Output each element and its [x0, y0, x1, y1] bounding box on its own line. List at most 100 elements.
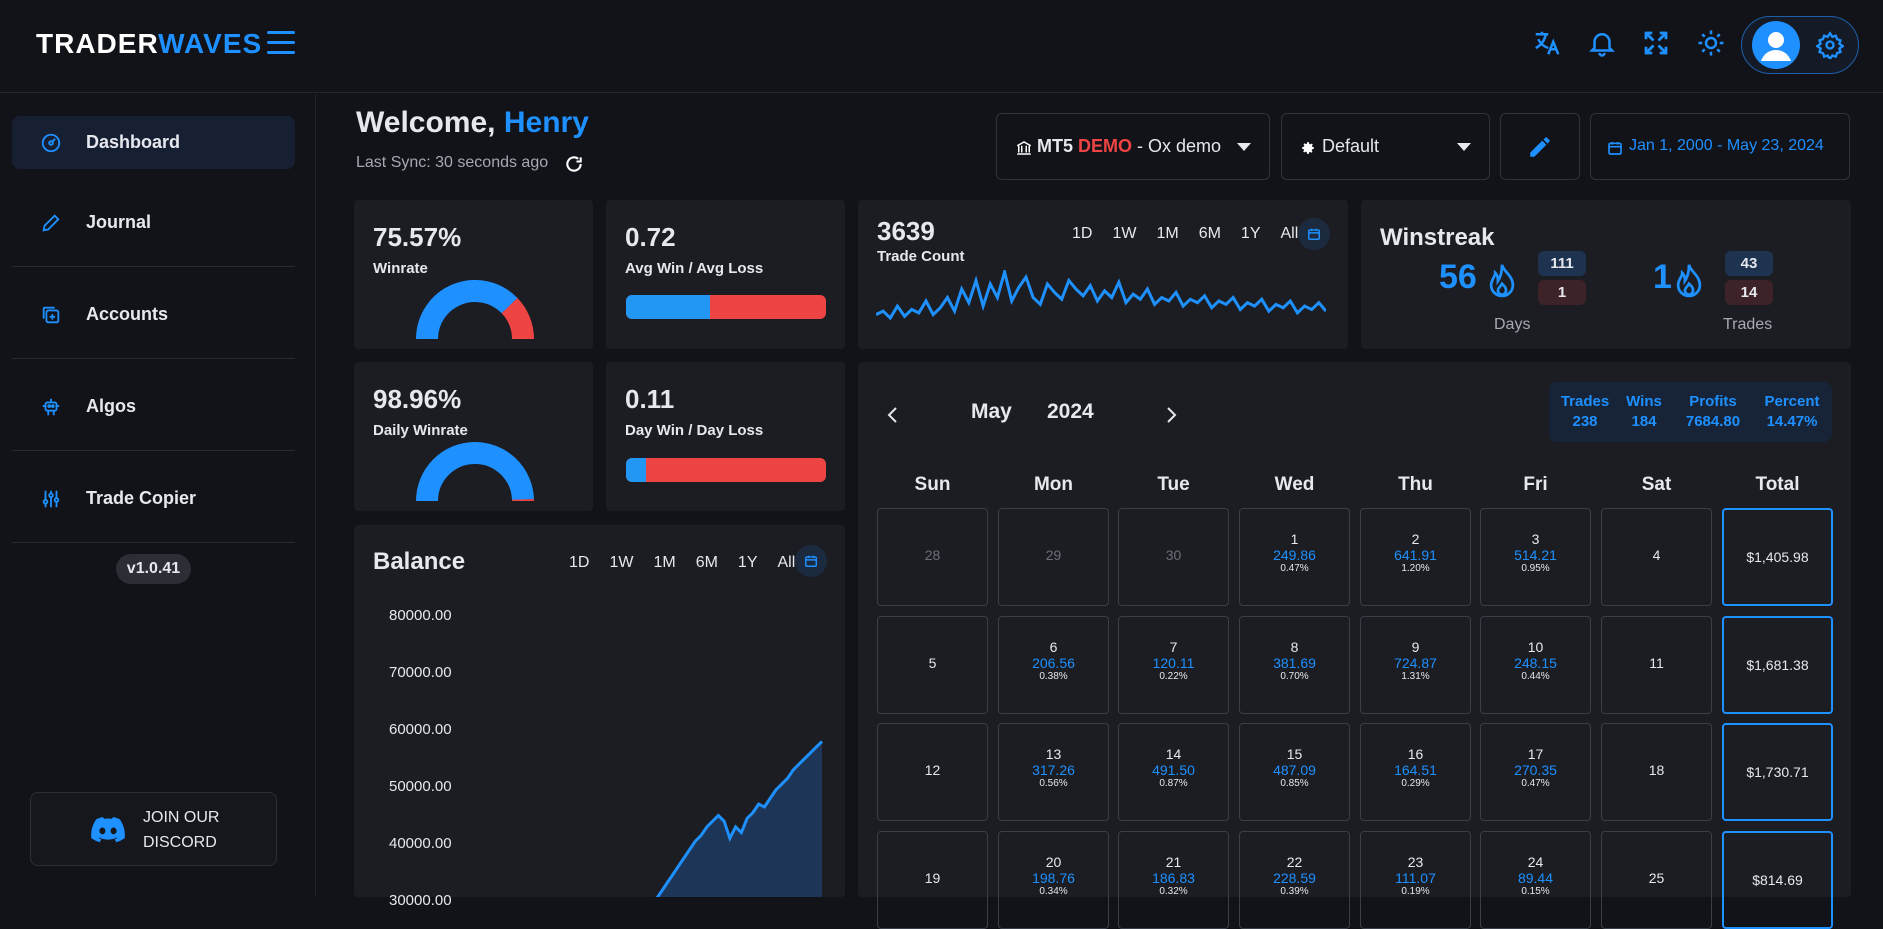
day-number: 8: [1240, 639, 1349, 655]
winstreak-days-value: 56: [1439, 258, 1477, 297]
layout-select[interactable]: Default: [1281, 113, 1490, 180]
day-number: 18: [1602, 762, 1711, 778]
date-range-text: Jan 1, 2000 - May 23, 2024: [1629, 137, 1824, 155]
sun-icon[interactable]: [1696, 28, 1726, 58]
range-1m[interactable]: 1M: [653, 554, 675, 572]
range-1y[interactable]: 1Y: [1241, 225, 1261, 243]
sidebar-item-trade-copier[interactable]: Trade Copier: [12, 472, 295, 525]
week-total[interactable]: $814.69: [1722, 831, 1833, 929]
day-number: 22: [1240, 854, 1349, 870]
range-1d[interactable]: 1D: [569, 554, 589, 572]
range-1m[interactable]: 1M: [1156, 225, 1178, 243]
menu-icon[interactable]: [267, 31, 295, 55]
top-bar: TRADERWAVES: [0, 0, 1883, 93]
date-range-picker[interactable]: Jan 1, 2000 - May 23, 2024: [1590, 113, 1850, 180]
trade-count-calendar-button[interactable]: [1298, 218, 1330, 250]
calendar-day[interactable]: 30: [1118, 508, 1229, 606]
fullscreen-icon[interactable]: [1641, 28, 1671, 58]
range-1w[interactable]: 1W: [1112, 225, 1136, 243]
range-all[interactable]: All: [778, 554, 796, 572]
avatar[interactable]: [1752, 21, 1800, 69]
chevron-left-icon[interactable]: [886, 406, 900, 424]
profile-menu[interactable]: [1741, 16, 1859, 74]
day-profit: 248.15: [1481, 655, 1590, 671]
balance-calendar-button[interactable]: [795, 545, 827, 577]
day-percent: 0.44%: [1481, 671, 1590, 682]
day-percent: 0.70%: [1240, 671, 1349, 682]
balance-chart: [490, 600, 825, 897]
day-number: 6: [999, 639, 1108, 655]
edit-layout-button[interactable]: [1500, 113, 1580, 180]
calendar-day[interactable]: 19: [877, 831, 988, 929]
day-number: 1: [1240, 531, 1349, 547]
day-of-week-header: Total: [1722, 474, 1833, 496]
calendar-day[interactable]: 5: [877, 616, 988, 714]
gauge-win-arc: [427, 453, 523, 501]
sidebar-item-journal[interactable]: Journal: [12, 196, 295, 249]
day-profit: 724.87: [1361, 655, 1470, 671]
day-win-loss-card: 0.11 Day Win / Day Loss: [606, 362, 845, 511]
y-tick-label: 40000.00: [389, 835, 452, 852]
account-select[interactable]: MT5 DEMO - Ox demo: [996, 113, 1270, 180]
range-6m[interactable]: 6M: [696, 554, 718, 572]
day-percent: 0.22%: [1119, 671, 1228, 682]
day-percent: 0.47%: [1240, 563, 1349, 574]
refresh-icon[interactable]: [564, 154, 584, 174]
calendar-day[interactable]: 29: [998, 508, 1109, 606]
translate-icon[interactable]: [1532, 28, 1562, 58]
sidebar-item-algos[interactable]: Algos: [12, 380, 295, 433]
day-percent: 0.95%: [1481, 563, 1590, 574]
daily-winrate-gauge: [416, 442, 534, 504]
avg-win-loss-card: 0.72 Avg Win / Avg Loss: [606, 200, 845, 349]
day-of-week-header: Sat: [1601, 474, 1712, 496]
range-1w[interactable]: 1W: [609, 554, 633, 572]
balance-range: 1D 1W 1M 6M 1Y All: [569, 554, 815, 572]
week-total[interactable]: $1,730.71: [1722, 723, 1833, 821]
divider: [12, 266, 295, 267]
range-all[interactable]: All: [1281, 225, 1299, 243]
day-number: 28: [878, 547, 987, 563]
range-1d[interactable]: 1D: [1072, 225, 1092, 243]
range-6m[interactable]: 6M: [1199, 225, 1221, 243]
calendar-day[interactable]: 4: [1601, 508, 1712, 606]
week-total[interactable]: $1,681.38: [1722, 616, 1833, 714]
calendar-day[interactable]: 12: [877, 723, 988, 821]
sidebar-item-label: Journal: [86, 212, 151, 233]
calendar-day[interactable]: 11: [1601, 616, 1712, 714]
bell-icon[interactable]: [1587, 28, 1617, 58]
sidebar: Dashboard Journal Accounts Algos Trade C…: [0, 94, 316, 897]
sidebar-item-dashboard[interactable]: Dashboard: [12, 116, 295, 169]
range-1y[interactable]: 1Y: [738, 554, 758, 572]
sidebar-item-accounts[interactable]: Accounts: [12, 288, 295, 341]
chevron-right-icon[interactable]: [1164, 406, 1178, 424]
calendar-day[interactable]: 25: [1601, 831, 1712, 929]
calendar-day[interactable]: 18: [1601, 723, 1712, 821]
week-total[interactable]: $1,405.98: [1722, 508, 1833, 606]
app-logo[interactable]: TRADERWAVES: [36, 28, 262, 60]
gear-icon[interactable]: [1816, 31, 1844, 59]
day-profit: 186.83: [1119, 870, 1228, 886]
chevron-down-icon: [1457, 143, 1471, 151]
calendar-day[interactable]: 28: [877, 508, 988, 606]
day-number: 24: [1481, 854, 1590, 870]
